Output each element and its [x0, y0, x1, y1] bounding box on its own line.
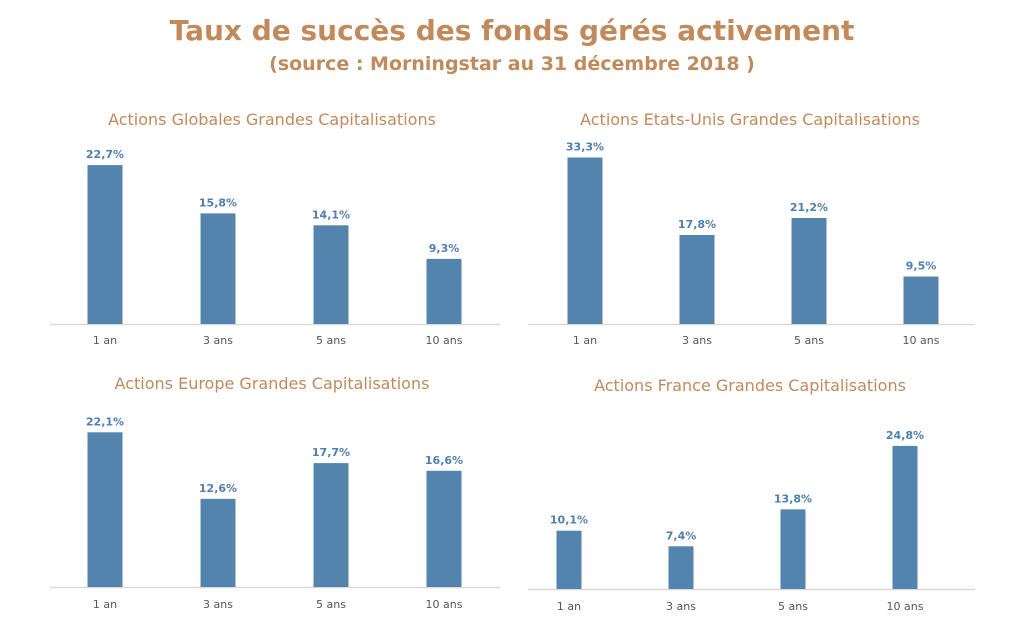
- data-label: 7,4%: [666, 529, 697, 542]
- chart-title: Actions France Grandes Capitalisations: [594, 376, 906, 395]
- x-tick-label: 10 ans: [903, 334, 940, 347]
- bar: [668, 546, 694, 589]
- x-tick-label: 1 an: [557, 600, 581, 613]
- data-label: 15,8%: [199, 196, 237, 209]
- data-label: 12,6%: [199, 482, 237, 495]
- x-tick-label: 5 ans: [316, 598, 346, 611]
- bar: [892, 445, 918, 589]
- main-title: Taux de succès des fonds gérés activemen…: [170, 14, 855, 47]
- bar: [313, 225, 349, 324]
- chart-title: Actions Europe Grandes Capitalisations: [115, 374, 430, 393]
- data-label: 22,1%: [86, 415, 124, 428]
- x-tick-label: 3 ans: [203, 598, 233, 611]
- data-label: 14,1%: [312, 208, 350, 221]
- x-tick-label: 5 ans: [794, 334, 824, 347]
- chart-title: Actions Globales Grandes Capitalisations: [108, 110, 436, 129]
- data-label: 24,8%: [886, 429, 924, 442]
- x-tick-label: 10 ans: [426, 598, 463, 611]
- data-label: 33,3%: [566, 141, 604, 154]
- data-label: 10,1%: [550, 514, 588, 527]
- bar: [426, 258, 462, 324]
- x-tick-label: 1 an: [573, 334, 597, 347]
- bar: [200, 498, 236, 587]
- bar: [903, 276, 939, 324]
- bar: [313, 463, 349, 587]
- x-tick-label: 5 ans: [778, 600, 808, 613]
- data-label: 16,6%: [425, 454, 463, 467]
- bar: [87, 165, 123, 324]
- data-label: 9,3%: [429, 242, 460, 255]
- data-label: 13,8%: [774, 492, 812, 505]
- x-tick-label: 10 ans: [887, 600, 924, 613]
- bar: [780, 509, 806, 589]
- data-label: 22,7%: [86, 148, 124, 161]
- data-label: 9,5%: [906, 260, 937, 273]
- bar: [679, 235, 715, 324]
- x-tick-label: 1 an: [93, 334, 117, 347]
- bar: [200, 213, 236, 324]
- x-tick-label: 3 ans: [682, 334, 712, 347]
- subtitle: (source : Morningstar au 31 décembre 201…: [269, 53, 755, 75]
- data-label: 17,8%: [678, 218, 716, 231]
- chart-title: Actions Etats-Unis Grandes Capitalisatio…: [580, 110, 920, 129]
- bar: [87, 432, 123, 587]
- x-tick-label: 5 ans: [316, 334, 346, 347]
- bar: [567, 157, 603, 324]
- bar: [556, 530, 582, 589]
- x-tick-label: 3 ans: [203, 334, 233, 347]
- data-label: 21,2%: [790, 201, 828, 214]
- x-tick-label: 10 ans: [426, 334, 463, 347]
- bar: [426, 470, 462, 587]
- x-tick-label: 1 an: [93, 598, 117, 611]
- x-tick-label: 3 ans: [666, 600, 696, 613]
- bar: [791, 218, 827, 324]
- data-label: 17,7%: [312, 446, 350, 459]
